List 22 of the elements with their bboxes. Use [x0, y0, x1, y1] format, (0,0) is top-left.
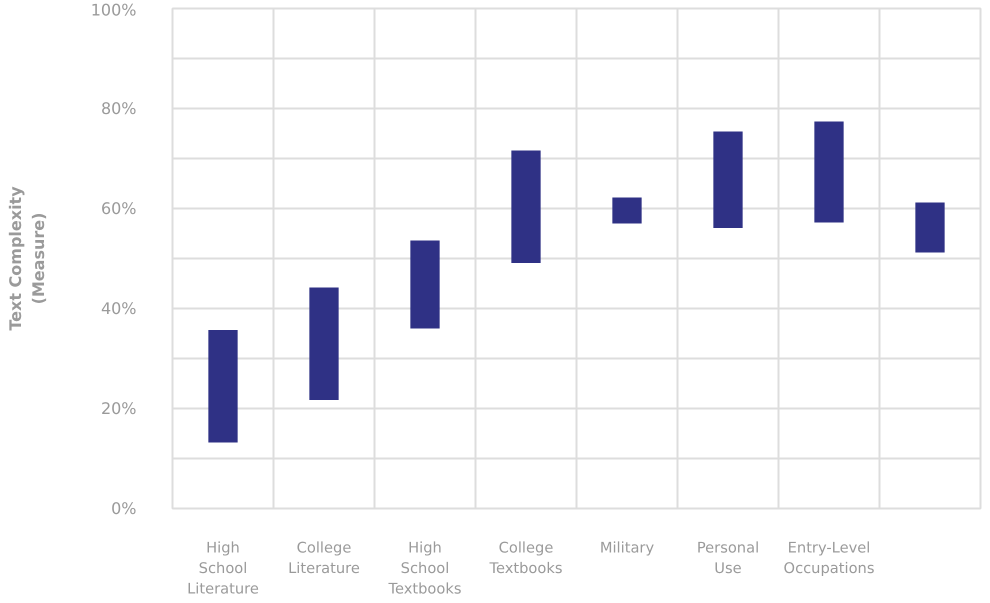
y-tick-label: 80% — [100, 99, 136, 118]
bar — [208, 330, 238, 442]
bar — [612, 198, 642, 224]
bar — [814, 122, 844, 222]
x-tick-label: High School Textbooks — [388, 540, 462, 598]
y-axis-title: Text Complexity (Measure) — [6, 186, 48, 331]
x-tick-label: Personal Use — [696, 540, 760, 577]
y-tick-label: 100% — [90, 0, 137, 20]
y-tick-label: 60% — [100, 199, 136, 218]
bar — [915, 202, 945, 252]
y-tick-label: 20% — [100, 399, 136, 418]
x-tick-label: High School Literature — [187, 540, 259, 598]
bar — [511, 150, 541, 263]
x-tick-label: College Literature — [288, 540, 360, 577]
bar — [410, 240, 440, 328]
y-tick-label: 0% — [111, 499, 137, 518]
x-tick-label: Military — [600, 540, 654, 556]
x-tick-label: College Textbooks — [488, 540, 563, 577]
x-tick-label: Entry-Level Occupations — [784, 540, 874, 577]
y-tick-label: 40% — [100, 299, 136, 318]
bar — [713, 132, 743, 228]
bar — [309, 288, 339, 400]
